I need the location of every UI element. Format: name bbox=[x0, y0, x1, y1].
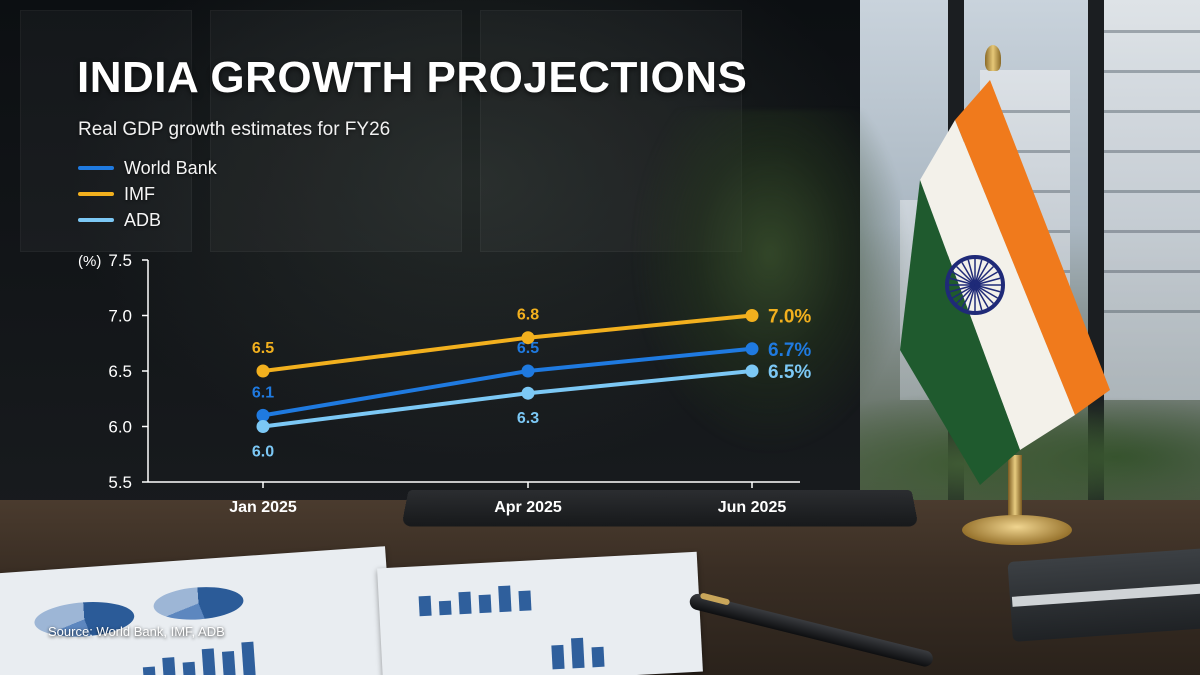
legend-label-imf: IMF bbox=[124, 183, 155, 204]
data-label-adb: 6.3 bbox=[517, 410, 539, 427]
source-note: Source: World Bank, IMF, ADB bbox=[48, 624, 225, 639]
flag-saffron-band bbox=[955, 80, 1110, 415]
x-tick-label: Jun 2025 bbox=[718, 499, 787, 516]
data-label-adb: 6.0 bbox=[252, 444, 274, 461]
legend-swatch-world-bank bbox=[78, 166, 114, 170]
background-panel bbox=[210, 10, 462, 252]
legend-item-imf: IMF bbox=[78, 181, 217, 207]
series-line-world-bank bbox=[261, 346, 754, 418]
legend-item-adb: ADB bbox=[78, 207, 217, 233]
y-tick-label: 7.0 bbox=[108, 307, 132, 326]
data-point-world-bank bbox=[745, 342, 759, 356]
y-tick-label: 7.5 bbox=[108, 251, 132, 270]
data-label-imf: 6.5 bbox=[252, 340, 274, 357]
legend-label-adb: ADB bbox=[124, 209, 162, 230]
flag-green-band bbox=[900, 180, 1020, 485]
ashoka-chakra-icon bbox=[945, 255, 1005, 315]
chart-title: INDIA GROWTH PROJECTIONS bbox=[77, 53, 748, 102]
data-point-imf bbox=[521, 331, 535, 345]
data-label-adb: 6.5% bbox=[768, 362, 811, 383]
series-line-imf bbox=[261, 313, 754, 373]
data-point-world-bank bbox=[256, 408, 270, 422]
y-tick-label: 5.5 bbox=[108, 473, 132, 492]
data-point-world-bank bbox=[521, 364, 535, 378]
chart-subtitle: Real GDP growth estimates for FY26 bbox=[78, 119, 391, 140]
india-flag bbox=[900, 80, 1110, 485]
series-line-adb bbox=[261, 369, 754, 429]
data-point-imf bbox=[745, 309, 759, 322]
chart-legend: World Bank IMF ADB bbox=[78, 155, 217, 233]
data-label-imf: 6.8 bbox=[517, 307, 539, 324]
data-point-imf bbox=[256, 364, 270, 378]
y-axis-unit-label: (%) bbox=[78, 253, 101, 270]
data-label-world-bank: 6.7% bbox=[768, 340, 811, 361]
data-point-adb bbox=[745, 364, 759, 378]
flag-finial bbox=[985, 45, 1001, 71]
y-tick-label: 6.5 bbox=[108, 362, 132, 381]
background-panel bbox=[20, 10, 192, 252]
data-point-adb bbox=[256, 420, 270, 433]
data-label-world-bank: 6.5 bbox=[517, 340, 539, 357]
data-point-adb bbox=[521, 386, 535, 400]
x-tick-label: Apr 2025 bbox=[494, 499, 562, 516]
plant bbox=[620, 110, 920, 470]
data-label-imf: 7.0% bbox=[768, 307, 811, 328]
data-label-world-bank: 6.1 bbox=[252, 384, 274, 401]
flag-base bbox=[962, 515, 1072, 545]
legend-swatch-adb bbox=[78, 218, 114, 222]
y-tick-label: 6.0 bbox=[108, 418, 132, 437]
flag-stand bbox=[1008, 455, 1022, 525]
legend-item-world-bank: World Bank bbox=[78, 155, 217, 181]
legend-label-world-bank: World Bank bbox=[124, 157, 217, 178]
x-tick-label: Jan 2025 bbox=[229, 499, 297, 516]
building bbox=[1090, 0, 1200, 400]
legend-swatch-imf bbox=[78, 192, 114, 196]
